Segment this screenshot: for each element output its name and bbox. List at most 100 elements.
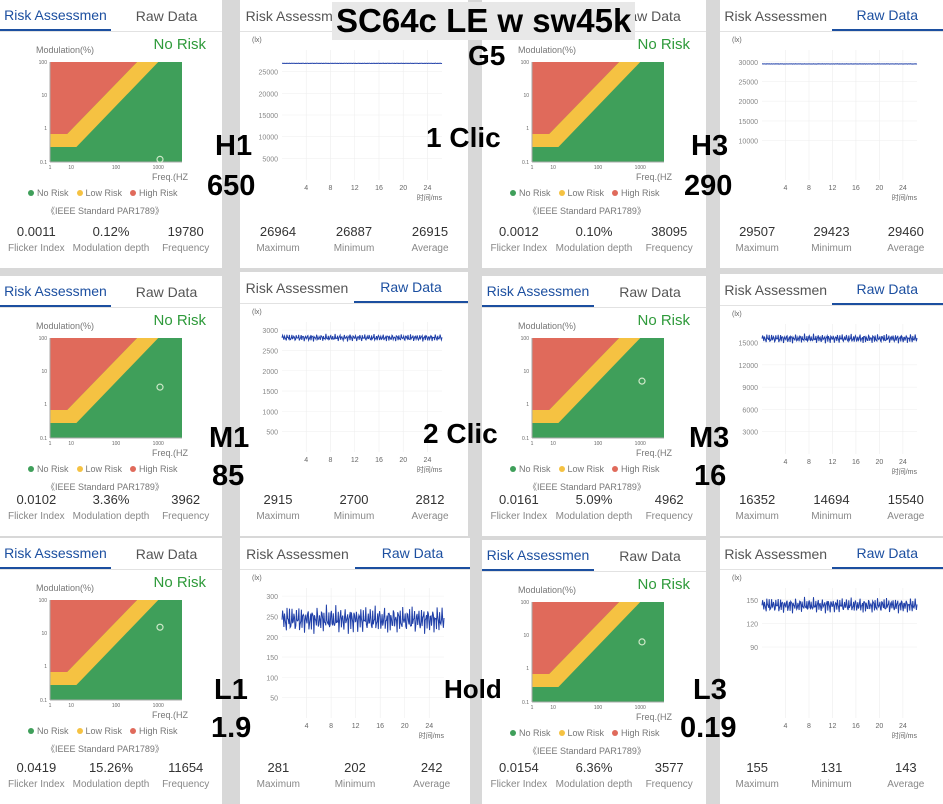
- metric-label: Flicker Index: [7, 511, 65, 522]
- tab-raw-data[interactable]: Raw Data: [355, 538, 470, 569]
- metric-flicker-index: 0.0011 Flicker Index: [0, 224, 73, 254]
- tab-bar: Risk Assessmen Raw Data: [482, 540, 706, 572]
- y-tick-label: 1500: [262, 389, 278, 396]
- x-tick-label: 16: [852, 459, 860, 466]
- risk-panel-l1: Risk Assessmen Raw Data Modulation(%) No Ri…: [0, 538, 222, 804]
- x-tick-label: 4: [305, 723, 309, 730]
- y-tick-label: 25000: [739, 80, 759, 87]
- frequency-axis-label: Freq.(HZ: [636, 172, 672, 182]
- metric-label: Frequency: [162, 779, 210, 790]
- metric-flicker-index: 0.0419 Flicker Index: [0, 760, 73, 790]
- legend-label: No Risk: [519, 188, 551, 198]
- unit-label: (lx): [732, 311, 742, 318]
- metric-maximum: 26964 Maximum: [240, 224, 316, 254]
- metric-label: Minimum: [334, 779, 376, 790]
- x-tick-label: 20: [399, 185, 407, 192]
- metric-value: 0.0012: [498, 224, 539, 239]
- metric-maximum: 155 Maximum: [720, 760, 794, 790]
- legend-item: High Risk: [612, 728, 660, 738]
- legend-item: No Risk: [28, 188, 69, 198]
- modulation-axis-label: Modulation(%): [36, 583, 95, 593]
- y-tick-label: 1: [44, 126, 47, 132]
- y-tick-label: 30000: [739, 60, 759, 67]
- metric-value: 281: [267, 760, 290, 775]
- label-l3: L3: [693, 674, 727, 706]
- label-m3: M3: [689, 422, 730, 454]
- high-risk-region: [50, 338, 138, 410]
- tab-raw-data[interactable]: Raw Data: [831, 274, 943, 305]
- tab-raw-data[interactable]: Raw Data: [135, 7, 198, 24]
- x-tick-label: 12: [829, 723, 837, 730]
- tab-risk-assessment[interactable]: Risk Assessmen: [0, 538, 111, 569]
- measurement-point: [156, 383, 164, 391]
- illuminance-series-line: [281, 333, 443, 343]
- tab-risk-assessment[interactable]: Risk Assessmen: [724, 281, 828, 298]
- legend-dot-icon: [28, 466, 34, 472]
- legend-item: High Risk: [612, 188, 660, 198]
- metric-value: 0.0161: [498, 492, 539, 507]
- tab-raw-data[interactable]: Raw Data: [619, 547, 681, 564]
- tab-raw-data[interactable]: Raw Data: [619, 283, 681, 300]
- tab-risk-assessment[interactable]: Risk Assessmen: [246, 545, 349, 562]
- metric-value: 202: [344, 760, 366, 775]
- metric-flicker-index: 0.0102 Flicker Index: [0, 492, 73, 522]
- y-tick-label: 1000: [262, 409, 278, 416]
- raw-panel-l3: Risk Assessmen Raw Data (lx) 150 120 90 4 8 12 16…: [720, 538, 943, 804]
- metric-label: Frequency: [162, 243, 210, 254]
- tab-risk-assessment[interactable]: Risk Assessmen: [724, 545, 828, 562]
- x-tick-label: 100: [594, 705, 603, 711]
- risk-metrics: 0.0161 Flicker Index 5.09% Modulation depth…: [482, 492, 706, 522]
- x-tick-label: 20: [399, 457, 407, 464]
- raw-panel-m3: Risk Assessmen Raw Data (lx) 15000 12000 9000…: [720, 274, 943, 536]
- tab-raw-data[interactable]: Raw Data: [831, 0, 943, 31]
- metric-modulation-depth: 6.36% Modulation depth: [556, 760, 633, 790]
- metric-minimum: 26887 Minimum: [316, 224, 392, 254]
- metric-value: 16352: [739, 492, 776, 507]
- legend-label: Low Risk: [567, 464, 605, 474]
- metric-label: Maximum: [735, 243, 779, 254]
- metric-label: Flicker Index: [490, 779, 548, 790]
- tab-risk-assessment[interactable]: Risk Assessmen: [245, 7, 349, 24]
- y-tick-label: 10: [41, 369, 47, 375]
- raw-data-chart: (lx) 15000 12000 9000 6000 3000 4 8 12 16 20 24时间/m…: [732, 311, 917, 476]
- tab-risk-assessment[interactable]: Risk Assessmen: [0, 276, 111, 307]
- tab-raw-data[interactable]: Raw Data: [354, 272, 468, 303]
- metric-value: 29507: [739, 224, 776, 239]
- tab-risk-assessment[interactable]: Risk Assessmen: [482, 276, 594, 307]
- y-tick-label: 3000: [742, 430, 758, 437]
- risk-legend: No Risk Low Risk High Risk: [510, 464, 660, 474]
- metric-average: 26915 Average: [392, 224, 468, 254]
- tab-bar: Risk Assessmen Raw Data: [0, 538, 222, 570]
- tab-risk-assessment[interactable]: Risk Assessmen: [245, 279, 349, 296]
- metric-label: Average: [887, 779, 925, 790]
- metric-maximum: 281 Maximum: [240, 760, 317, 790]
- metric-value: 14694: [813, 492, 850, 507]
- metric-value: 2915: [263, 492, 293, 507]
- x-tick-label: 24: [424, 185, 432, 192]
- x-tick-label: 10: [68, 441, 74, 447]
- high-risk-region: [532, 62, 620, 134]
- x-tick-label: 1: [531, 165, 534, 171]
- tab-raw-data[interactable]: Raw Data: [135, 283, 198, 300]
- standard-label: 《IEEE Standard PAR1789》: [46, 744, 164, 754]
- measurement-point: [156, 623, 164, 631]
- x-tick-label: 1000: [635, 165, 646, 171]
- tab-risk-assessment[interactable]: Risk Assessmen: [0, 0, 111, 31]
- tab-risk-assessment[interactable]: Risk Assessmen: [724, 7, 828, 24]
- legend-item: Low Risk: [76, 464, 122, 474]
- y-tick-label: 100: [39, 336, 48, 342]
- x-axis-label: 时间/ms: [892, 731, 918, 740]
- modulation-axis-label: Modulation(%): [518, 321, 577, 331]
- metric-value: 15.26%: [88, 760, 134, 775]
- label-h3: H3: [691, 130, 729, 162]
- y-tick-label: 5000: [262, 156, 278, 163]
- frequency-axis-label: Freq.(HZ: [152, 448, 188, 458]
- x-tick-label: 100: [112, 165, 121, 171]
- value-l1: 1.9: [211, 712, 252, 744]
- legend-label: Low Risk: [567, 188, 605, 198]
- tab-raw-data[interactable]: Raw Data: [135, 545, 198, 562]
- tab-raw-data[interactable]: Raw Data: [831, 538, 943, 569]
- x-tick-label: 24: [899, 459, 907, 466]
- tab-risk-assessment[interactable]: Risk Assessmen: [482, 540, 594, 571]
